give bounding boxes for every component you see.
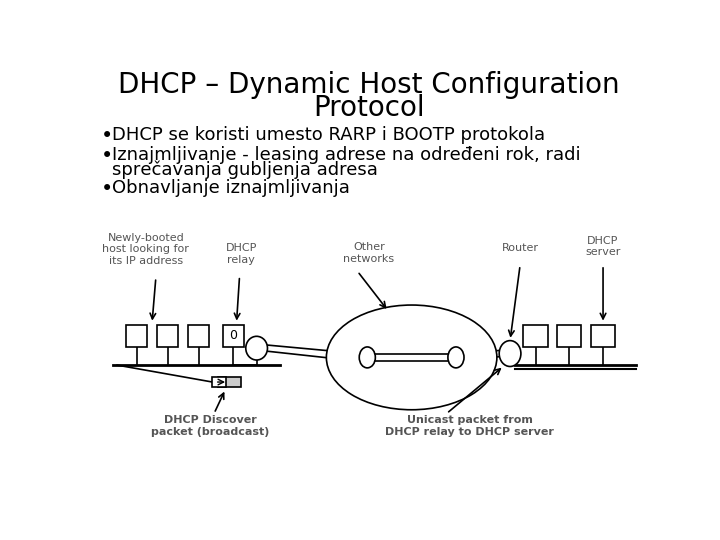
Text: DHCP Discover
packet (broadcast): DHCP Discover packet (broadcast) [151,415,269,437]
Ellipse shape [326,305,497,410]
Bar [590,325,616,347]
Text: •: • [101,126,113,146]
Ellipse shape [448,347,464,368]
Bar [523,325,548,347]
Text: DHCP se koristi umesto RARP i BOOTP protokola: DHCP se koristi umesto RARP i BOOTP prot… [112,126,545,144]
Text: Newly-booted
host looking for
its IP address: Newly-booted host looking for its IP add… [102,233,189,266]
Text: DHCP
relay: DHCP relay [225,244,257,265]
Text: •: • [101,179,113,199]
Text: Protocol: Protocol [313,94,425,122]
Ellipse shape [246,336,267,360]
Text: Router: Router [502,244,539,253]
Bar [218,377,241,387]
Text: •: • [101,146,113,166]
Text: 0: 0 [230,329,238,342]
Bar [557,325,581,347]
Text: sprеčavanja gubljenja adresa: sprеčavanja gubljenja adresa [112,160,377,179]
Bar [212,377,226,387]
Text: Obnavljanje iznajmljivanja: Obnavljanje iznajmljivanja [112,179,350,197]
Bar [157,325,179,347]
Text: Unicast packet from
DHCP relay to DHCP server: Unicast packet from DHCP relay to DHCP s… [385,415,554,437]
Text: Other
networks: Other networks [343,242,395,264]
Ellipse shape [499,341,521,367]
Bar [188,325,210,347]
Bar [126,325,148,347]
Text: Iznajmljivanje - leasing adrese na određeni rok, radi: Iznajmljivanje - leasing adrese na određ… [112,146,580,164]
Text: DHCP
server: DHCP server [585,236,621,258]
Ellipse shape [359,347,375,368]
Text: DHCP – Dynamic Host Configuration: DHCP – Dynamic Host Configuration [118,71,620,99]
Bar [222,325,244,347]
